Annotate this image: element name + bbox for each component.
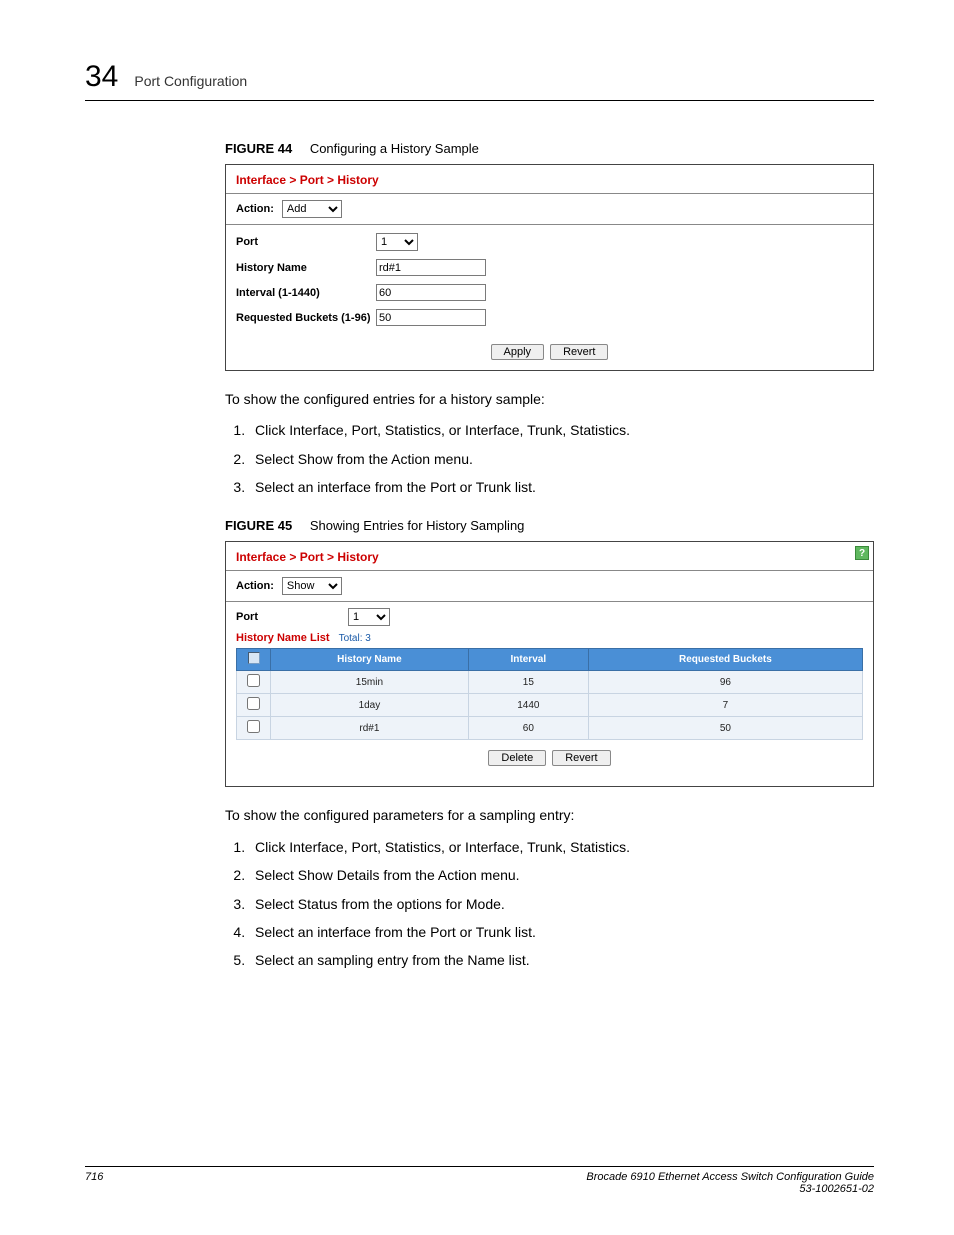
fig45-port-select[interactable]: 1 xyxy=(348,608,390,626)
list-item: Select an sampling entry from the Name l… xyxy=(249,949,874,971)
figure45-title: Showing Entries for History Sampling xyxy=(310,518,525,533)
select-all-header[interactable] xyxy=(237,649,271,671)
cell-name: 15min xyxy=(271,671,469,694)
tristate-icon xyxy=(248,652,260,664)
history-table: History Name Interval Requested Buckets … xyxy=(236,648,863,740)
help-icon[interactable]: ? xyxy=(855,546,869,560)
fig44-port-label: Port xyxy=(236,236,376,248)
row-checkbox[interactable] xyxy=(247,674,260,687)
list-item: Click Interface, Port, Statistics, or In… xyxy=(249,419,874,441)
page-footer: 716 Brocade 6910 Ethernet Access Switch … xyxy=(85,1166,874,1195)
figure44-caption: FIGURE 44 Configuring a History Sample xyxy=(225,141,874,156)
fig44-interval-input[interactable] xyxy=(376,284,486,301)
col-buckets: Requested Buckets xyxy=(588,649,862,671)
chapter-title: Port Configuration xyxy=(134,73,247,89)
cell-buckets: 7 xyxy=(588,694,862,717)
fig44-action-row: Action: Add xyxy=(226,194,873,224)
figure45-label: FIGURE 45 xyxy=(225,518,292,533)
col-history-name: History Name xyxy=(271,649,469,671)
cell-buckets: 50 xyxy=(588,717,862,740)
list-item: Click Interface, Port, Statistics, or In… xyxy=(249,836,874,858)
figure44-label: FIGURE 44 xyxy=(225,141,292,156)
fig45-revert-button[interactable]: Revert xyxy=(552,750,610,766)
fig44-action-select[interactable]: Add xyxy=(282,200,342,218)
cell-interval: 15 xyxy=(468,671,588,694)
list-item: Select an interface from the Port or Tru… xyxy=(249,476,874,498)
paragraph-1: To show the configured entries for a his… xyxy=(225,389,874,409)
footer-guide: Brocade 6910 Ethernet Access Switch Conf… xyxy=(586,1171,874,1183)
steps-list-2: Click Interface, Port, Statistics, or In… xyxy=(225,836,874,972)
fig44-revert-button[interactable]: Revert xyxy=(550,344,608,360)
cell-interval: 1440 xyxy=(468,694,588,717)
col-interval: Interval xyxy=(468,649,588,671)
figure45-caption: FIGURE 45 Showing Entries for History Sa… xyxy=(225,518,874,533)
fig45-action-select[interactable]: Show xyxy=(282,577,342,595)
fig45-delete-button[interactable]: Delete xyxy=(488,750,546,766)
footer-docnum: 53-1002651-02 xyxy=(799,1183,874,1195)
table-row: rd#1 60 50 xyxy=(237,717,863,740)
cell-interval: 60 xyxy=(468,717,588,740)
chapter-number: 34 xyxy=(85,60,118,94)
fig44-buckets-input[interactable] xyxy=(376,309,486,326)
cell-buckets: 96 xyxy=(588,671,862,694)
list-item: Select Status from the options for Mode. xyxy=(249,893,874,915)
fig45-action-row: Action: Show xyxy=(226,571,873,601)
fig44-port-select[interactable]: 1 xyxy=(376,233,418,251)
table-row: 15min 15 96 xyxy=(237,671,863,694)
fig44-interval-label: Interval (1-1440) xyxy=(236,287,376,299)
fig45-port-label: Port xyxy=(236,611,258,623)
fig44-histname-label: History Name xyxy=(236,262,376,274)
paragraph-2: To show the configured parameters for a … xyxy=(225,805,874,825)
fig45-breadcrumb: Interface > Port > History xyxy=(226,542,873,570)
figure44-screenshot: Interface > Port > History Action: Add P… xyxy=(225,164,874,371)
fig44-apply-button[interactable]: Apply xyxy=(491,344,545,360)
fig44-histname-input[interactable] xyxy=(376,259,486,276)
cell-name: rd#1 xyxy=(271,717,469,740)
table-row: 1day 1440 7 xyxy=(237,694,863,717)
list-item: Select an interface from the Port or Tru… xyxy=(249,921,874,943)
figure45-screenshot: ? Interface > Port > History Action: Sho… xyxy=(225,541,874,787)
row-checkbox[interactable] xyxy=(247,720,260,733)
fig45-list-title: History Name List Total: 3 xyxy=(236,632,863,644)
list-item: Select Show Details from the Action menu… xyxy=(249,864,874,886)
fig45-action-label: Action: xyxy=(236,580,274,592)
cell-name: 1day xyxy=(271,694,469,717)
figure44-title: Configuring a History Sample xyxy=(310,141,479,156)
fig44-action-label: Action: xyxy=(236,203,274,215)
page-number: 716 xyxy=(85,1171,103,1195)
fig44-buckets-label: Requested Buckets (1-96) xyxy=(236,312,376,324)
fig44-breadcrumb: Interface > Port > History xyxy=(226,165,873,193)
row-checkbox[interactable] xyxy=(247,697,260,710)
steps-list-1: Click Interface, Port, Statistics, or In… xyxy=(225,419,874,498)
page-header: 34 Port Configuration xyxy=(85,60,874,101)
list-item: Select Show from the Action menu. xyxy=(249,448,874,470)
